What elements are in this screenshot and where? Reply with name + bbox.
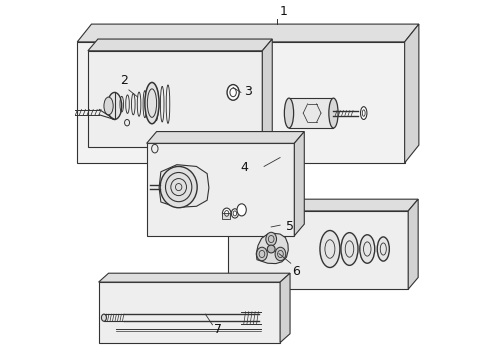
Ellipse shape <box>222 208 230 219</box>
Ellipse shape <box>101 314 106 321</box>
Ellipse shape <box>267 245 275 253</box>
Ellipse shape <box>319 230 339 267</box>
Polygon shape <box>228 199 417 211</box>
Polygon shape <box>146 131 304 143</box>
Text: 4: 4 <box>240 161 247 174</box>
Polygon shape <box>404 24 418 163</box>
Text: 1: 1 <box>280 5 287 18</box>
Ellipse shape <box>360 107 366 120</box>
Polygon shape <box>228 211 407 289</box>
Polygon shape <box>77 24 418 42</box>
Polygon shape <box>88 51 262 147</box>
Polygon shape <box>262 39 272 147</box>
Ellipse shape <box>226 85 239 100</box>
Polygon shape <box>99 273 289 282</box>
Ellipse shape <box>284 98 293 128</box>
Text: 2: 2 <box>120 75 128 87</box>
Polygon shape <box>407 199 417 289</box>
Ellipse shape <box>340 233 357 265</box>
Ellipse shape <box>237 204 246 216</box>
Polygon shape <box>77 42 404 163</box>
Text: 7: 7 <box>214 323 222 336</box>
Ellipse shape <box>275 247 285 261</box>
Polygon shape <box>280 273 289 343</box>
Ellipse shape <box>104 97 113 115</box>
Ellipse shape <box>160 166 197 208</box>
Bar <box>222 213 230 219</box>
Ellipse shape <box>107 93 122 120</box>
Text: 3: 3 <box>244 85 251 98</box>
Polygon shape <box>294 131 304 236</box>
Text: 6: 6 <box>292 265 300 278</box>
Ellipse shape <box>144 82 159 124</box>
Polygon shape <box>146 143 294 236</box>
Polygon shape <box>88 39 272 51</box>
Polygon shape <box>99 282 280 343</box>
Ellipse shape <box>256 247 267 261</box>
Text: 5: 5 <box>286 220 294 233</box>
Ellipse shape <box>376 237 388 261</box>
Polygon shape <box>159 165 208 207</box>
Ellipse shape <box>265 232 276 246</box>
Ellipse shape <box>328 98 337 128</box>
Ellipse shape <box>359 235 374 263</box>
Polygon shape <box>288 98 333 128</box>
Ellipse shape <box>231 209 238 218</box>
Polygon shape <box>256 233 288 264</box>
